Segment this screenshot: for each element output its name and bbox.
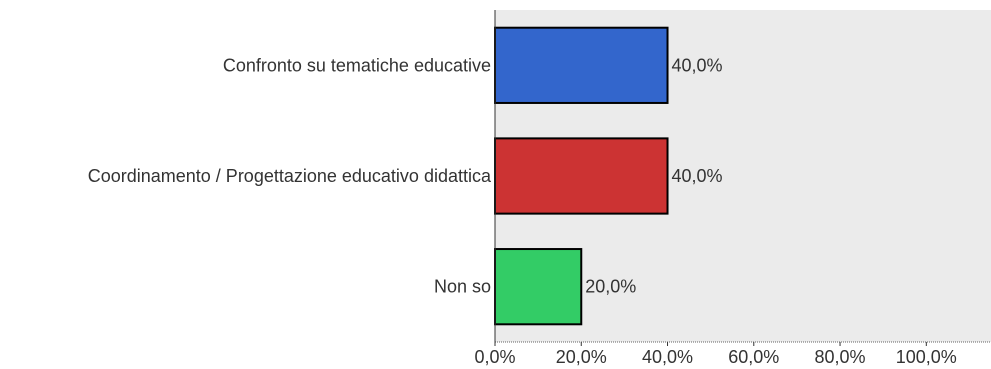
x-axis-ticks: 0,0% 20,0% 40,0% 60,0% 80,0% 100,0% (474, 342, 957, 367)
x-tick-label-5: 80,0% (815, 347, 866, 367)
value-label-1: 40,0% (672, 55, 723, 75)
bar-3 (494, 248, 583, 326)
category-label-2: Coordinamento / Progettazione educativo … (88, 166, 492, 186)
x-tick-label-4: 60,0% (728, 347, 779, 367)
labels-layer: Confronto su tematiche educative 40,0% Coo… (88, 55, 723, 296)
bar-1 (494, 26, 669, 104)
x-tick-label-1: 0,0% (474, 347, 515, 367)
x-tick-label-6: 100,0% (896, 347, 957, 367)
value-label-2: 40,0% (672, 166, 723, 186)
x-tick-label-3: 40,0% (642, 347, 693, 367)
value-label-3: 20,0% (585, 277, 636, 297)
x-tick-label-2: 20,0% (556, 347, 607, 367)
bars-layer (494, 26, 669, 326)
bar-2 (494, 137, 669, 215)
category-label-1: Confronto su tematiche educative (223, 55, 491, 75)
category-label-3: Non so (434, 277, 491, 297)
